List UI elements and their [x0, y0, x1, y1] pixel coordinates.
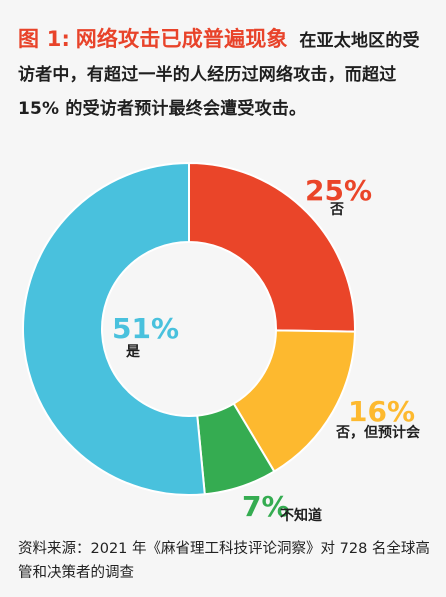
slice-value-label: 16% [348, 395, 415, 428]
chart-header: 图 1: 网络攻击已成普遍现象 在亚太地区的受访者中，有超过一半的人经历过网络攻… [18, 22, 434, 126]
donut-slice-51pct [22, 161, 206, 496]
figure-description: 在亚太地区的受访者中，有超过一半的人经历过网络攻击，而超过 15% 的受访者预计… [18, 31, 420, 119]
slice-category-label: 否 [329, 202, 344, 218]
figure-title: 网络攻击已成普遍现象 [75, 27, 288, 51]
figure-label: 图 1: [18, 27, 71, 51]
source-note: 资料来源：2021 年《麻省理工科技评论洞察》对 728 名全球高管和决策者的调… [18, 541, 430, 581]
slice-category-label: 否，但预计会 [335, 424, 421, 441]
slice-category-label: 不知道 [280, 507, 322, 524]
donut-slice-25pct [188, 161, 356, 333]
slice-category-label: 是 [126, 344, 141, 360]
slice-value-label: 51% [112, 312, 179, 345]
slice-value-label: 7% [242, 490, 290, 523]
slice-value-label: 25% [305, 174, 372, 207]
